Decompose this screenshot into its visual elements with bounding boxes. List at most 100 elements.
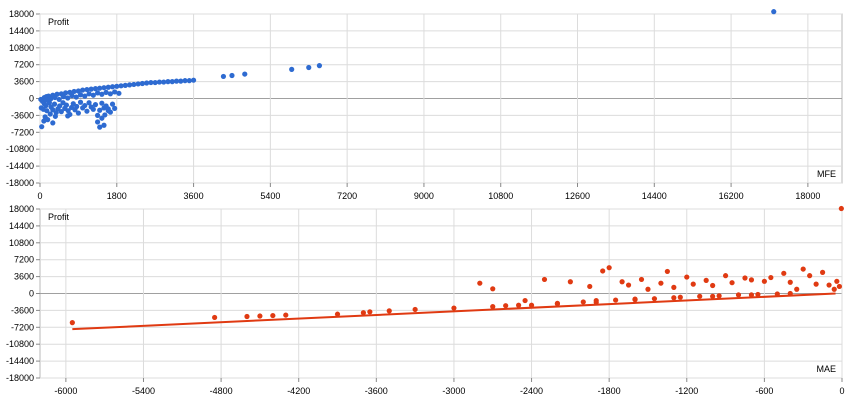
data-point <box>99 91 105 97</box>
data-point <box>283 312 289 318</box>
data-point <box>625 282 632 288</box>
y-tick-label: -18000 <box>6 373 34 383</box>
data-point <box>697 293 703 299</box>
y-tick-label: 3600 <box>14 77 34 87</box>
data-point <box>186 78 192 84</box>
data-point <box>99 115 105 121</box>
data-point <box>114 83 120 89</box>
data-point <box>60 94 67 100</box>
data-point <box>73 94 79 100</box>
x-tick-label: 0 <box>839 386 844 396</box>
x-tick-label: 1800 <box>107 191 127 201</box>
data-point <box>178 78 184 84</box>
data-point <box>80 87 86 93</box>
data-point <box>105 106 111 112</box>
data-point <box>126 82 133 88</box>
data-point <box>84 108 90 114</box>
data-point <box>99 100 105 106</box>
data-point <box>826 282 832 288</box>
data-point <box>43 97 49 103</box>
data-point <box>90 106 96 112</box>
y-tick-label: 14400 <box>9 26 34 36</box>
x-tick-label: -3600 <box>365 386 388 396</box>
y-tick-label: 0 <box>29 94 34 104</box>
y-tick-label: -10800 <box>6 144 34 154</box>
y-axis-title: Profit <box>48 212 70 222</box>
data-point <box>516 302 522 308</box>
data-point <box>257 313 263 319</box>
data-point <box>619 279 625 285</box>
data-point <box>690 281 696 287</box>
data-point <box>503 303 509 309</box>
data-point <box>43 102 49 109</box>
data-point <box>771 9 777 15</box>
data-point <box>161 79 167 85</box>
data-point <box>645 286 651 292</box>
data-point <box>703 277 709 283</box>
x-tick-label: 5400 <box>260 191 280 201</box>
data-point <box>567 279 573 285</box>
y-tick-label: 3600 <box>14 272 34 282</box>
data-point <box>800 266 806 272</box>
data-point <box>112 105 118 111</box>
y-tick-label: -3600 <box>11 305 34 315</box>
data-point <box>51 101 58 107</box>
data-point <box>190 77 197 83</box>
data-point <box>144 80 150 86</box>
y-tick-label: 7200 <box>14 60 34 70</box>
y-tick-label: -7200 <box>11 322 34 332</box>
data-point <box>451 305 457 311</box>
data-point <box>101 85 107 91</box>
data-point <box>768 274 774 281</box>
x-tick-label: 14400 <box>642 191 667 201</box>
data-point <box>794 286 800 292</box>
data-point <box>101 122 107 128</box>
data-point <box>92 86 99 92</box>
y-tick-label: 10800 <box>9 238 34 248</box>
data-point <box>787 290 793 297</box>
data-point <box>58 109 64 115</box>
data-point <box>710 293 716 299</box>
data-point <box>490 304 496 310</box>
data-point <box>41 118 47 124</box>
data-point <box>88 86 94 92</box>
data-point <box>50 107 56 113</box>
data-point <box>116 90 122 96</box>
data-point <box>75 110 81 116</box>
data-point <box>412 306 418 313</box>
data-point <box>748 277 755 283</box>
data-point <box>39 124 45 130</box>
data-point <box>97 85 103 91</box>
y-tick-label: -18000 <box>6 178 34 188</box>
data-point <box>122 82 128 88</box>
data-point <box>74 103 80 110</box>
data-point <box>86 100 92 106</box>
y-tick-label: 7200 <box>14 255 34 265</box>
data-point <box>109 84 116 90</box>
data-point <box>638 276 645 283</box>
data-point <box>522 297 528 304</box>
data-point <box>677 294 683 300</box>
data-point <box>52 94 58 101</box>
data-point <box>606 265 612 271</box>
data-point <box>94 90 101 96</box>
data-point <box>306 64 312 71</box>
data-point <box>807 273 813 279</box>
data-point <box>69 320 75 326</box>
data-point <box>165 79 171 85</box>
data-point <box>244 313 250 320</box>
data-point <box>316 63 323 69</box>
y-tick-label: 10800 <box>9 43 34 53</box>
data-point <box>70 101 76 107</box>
data-point <box>103 89 109 95</box>
data-point <box>632 296 638 302</box>
data-point <box>270 312 276 319</box>
data-point <box>97 124 103 130</box>
data-point <box>813 281 819 287</box>
data-point <box>47 111 53 117</box>
data-point <box>82 102 88 109</box>
data-point <box>664 268 670 275</box>
data-point <box>554 301 561 307</box>
data-point <box>593 299 599 306</box>
data-point <box>774 291 780 297</box>
